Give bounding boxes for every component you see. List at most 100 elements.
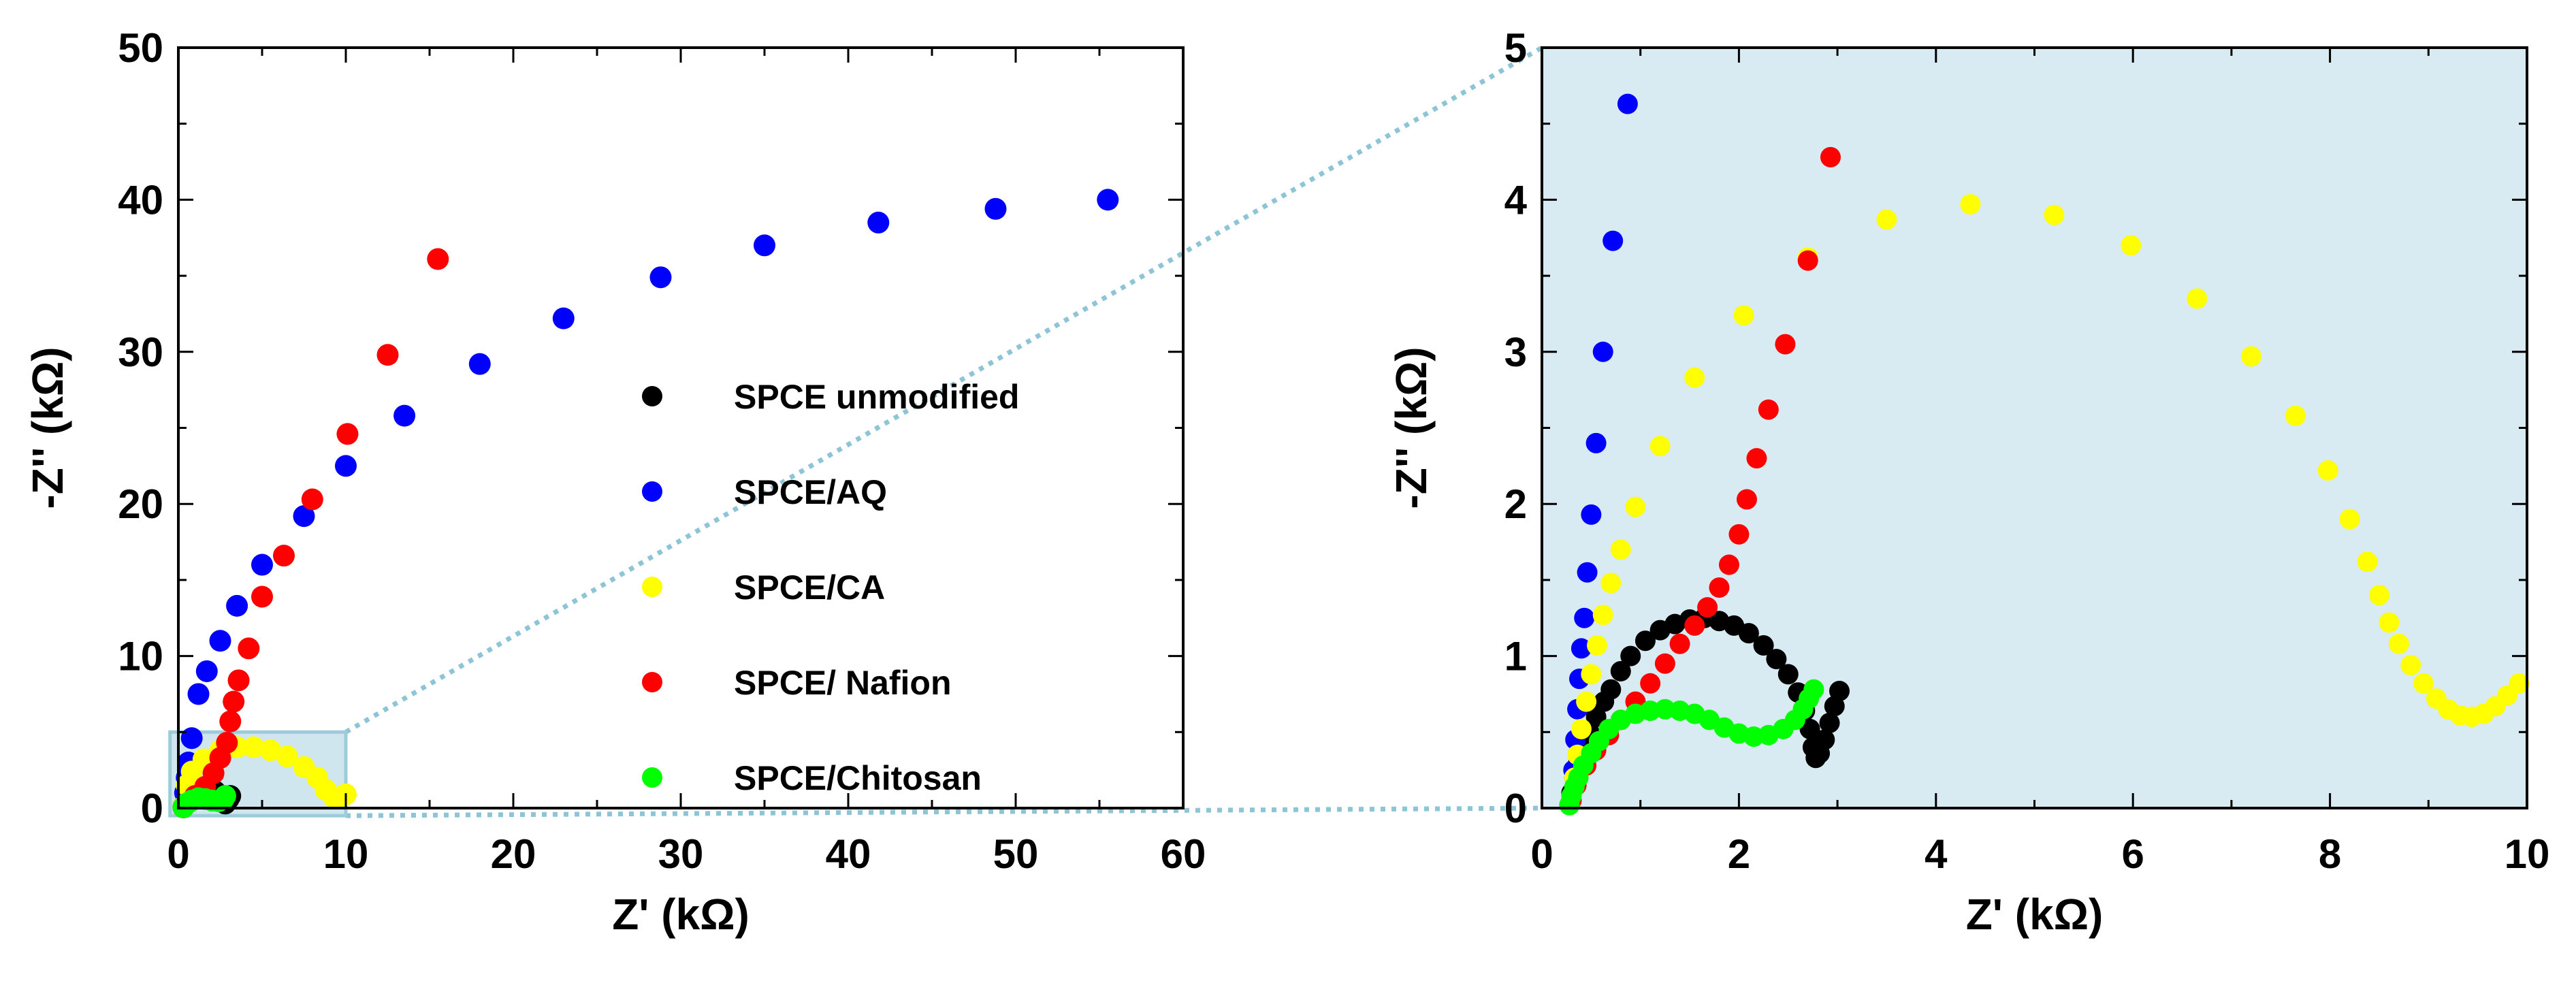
main-data-point <box>223 690 245 713</box>
inset-x-tick-label: 4 <box>1925 831 1948 877</box>
main-data-point <box>214 785 236 807</box>
zoom-connector-top <box>344 45 1543 735</box>
inset-series-2 <box>1561 194 2530 811</box>
inset-data-point <box>1775 334 1796 355</box>
inset-y-tick-label: 4 <box>1504 177 1528 223</box>
inset-data-point <box>1709 577 1730 598</box>
main-plot-panel: 0 10 20 30 40 50 60 0 10 20 30 40 50 Z' (kΩ) -Z'' (kΩ) <box>23 25 1206 939</box>
inset-y-axis-label: -Z'' (kΩ) <box>1387 347 1436 509</box>
inset-data-point <box>2357 551 2378 573</box>
inset-data-point <box>2240 346 2261 367</box>
inset-x-tick-label: 8 <box>2319 831 2341 877</box>
main-data-point <box>754 234 775 257</box>
inset-y-tick-label: 2 <box>1504 481 1527 527</box>
inset-data-point <box>1728 524 1750 545</box>
inset-data-point <box>1603 230 1624 251</box>
inset-data-point <box>1758 399 1779 420</box>
main-y-tick-label: 50 <box>118 25 163 71</box>
inset-data-point <box>1620 645 1641 666</box>
legend-marker <box>642 767 662 788</box>
inset-data-point <box>1640 673 1661 694</box>
main-data-point <box>209 630 231 652</box>
inset-data-point <box>2379 612 2400 633</box>
zoom-connector-bottom <box>345 805 1543 818</box>
inset-data-point <box>1625 496 1646 517</box>
main-y-tick-label: 0 <box>141 786 163 831</box>
inset-y-tick-label: 3 <box>1504 330 1527 375</box>
main-data-point <box>335 455 357 477</box>
inset-data-point <box>1697 597 1718 618</box>
main-y-tick-label: 20 <box>118 481 163 527</box>
main-x-tick-label: 40 <box>826 831 871 877</box>
legend-label: SPCE/ Nafion <box>734 664 951 702</box>
main-data-point <box>427 248 449 270</box>
legend-marker <box>642 481 662 502</box>
inset-data-point <box>1571 718 1592 739</box>
inset-data-point <box>1669 633 1690 654</box>
main-data-point <box>393 404 416 427</box>
main-data-point <box>180 727 203 750</box>
inset-data-point <box>2413 673 2434 694</box>
main-x-tick-label: 20 <box>491 831 536 877</box>
legend-marker <box>642 577 662 597</box>
inset-data-point <box>1718 554 1739 575</box>
inset-data-point <box>1592 341 1613 362</box>
inset-data-point <box>1753 634 1774 656</box>
main-x-tick-label: 60 <box>1161 831 1206 877</box>
inset-data-point <box>1600 573 1622 594</box>
main-y-axis-label: -Z'' (kΩ) <box>23 347 72 509</box>
main-x-axis-label: Z' (kΩ) <box>612 890 750 939</box>
inset-series-4 <box>1559 679 1824 816</box>
main-data-point <box>227 669 250 692</box>
inset-data-point <box>1610 539 1631 560</box>
inset-x-tick-label: 10 <box>2505 831 2550 877</box>
legend-marker <box>642 386 662 406</box>
main-data-point <box>867 211 890 234</box>
main-data-point <box>219 710 242 733</box>
legend-marker <box>642 672 662 692</box>
main-data-point <box>251 585 273 608</box>
main-data-point <box>251 553 273 576</box>
inset-data-point <box>1581 504 1602 525</box>
inset-data-point <box>1577 562 1598 583</box>
main-x-tick-label: 10 <box>323 831 369 877</box>
inset-data-point <box>1960 194 1981 215</box>
legend-label: SPCE/AQ <box>734 473 887 511</box>
inset-data-point <box>1581 664 1602 685</box>
inset-y-tick-label: 1 <box>1504 634 1527 679</box>
inset-x-axis-label: Z' (kΩ) <box>1966 890 2104 939</box>
inset-data-point <box>1736 489 1757 510</box>
main-data-point <box>376 344 399 366</box>
inset-data-point <box>1576 691 1597 712</box>
inset-data-point <box>1649 436 1671 457</box>
main-data-point <box>649 266 672 289</box>
main-y-tick-label: 30 <box>118 330 163 375</box>
inset-data-point <box>2044 204 2065 225</box>
inset-plot-background <box>1542 48 2527 808</box>
inset-data-point <box>1654 653 1675 674</box>
main-data-point <box>238 637 260 660</box>
legend-label: SPCE/Chitosan <box>734 759 982 797</box>
main-data-point <box>276 745 298 768</box>
zoom-connector-layer <box>344 45 1543 818</box>
inset-data-point <box>1617 93 1638 114</box>
inset-data-point <box>1746 448 1767 469</box>
inset-data-point <box>1585 706 1607 727</box>
inset-data-point <box>1738 623 1759 644</box>
inset-data-point <box>1733 305 1754 326</box>
inset-data-point <box>2509 673 2530 694</box>
main-x-tick-label: 0 <box>167 831 189 877</box>
inset-data-point <box>1799 718 1820 739</box>
inset-plot-panel: 0 2 4 6 8 10 0 1 2 3 4 5 Z' (kΩ) -Z'' (kΩ) <box>1387 25 2549 939</box>
inset-data-point <box>1587 634 1608 656</box>
main-data-point <box>216 731 238 754</box>
main-data-point <box>242 736 265 758</box>
inset-data-point <box>1797 250 1818 271</box>
inset-data-point <box>2317 460 2338 481</box>
main-data-point <box>226 594 248 617</box>
legend: SPCE unmodified SPCE/AQ SPCE/CA SPCE/ Nafio… <box>642 378 1019 797</box>
inset-data-point <box>1640 701 1661 722</box>
inset-data-point <box>1592 605 1613 626</box>
main-data-point <box>1097 189 1119 211</box>
inset-data-point <box>1585 432 1607 453</box>
